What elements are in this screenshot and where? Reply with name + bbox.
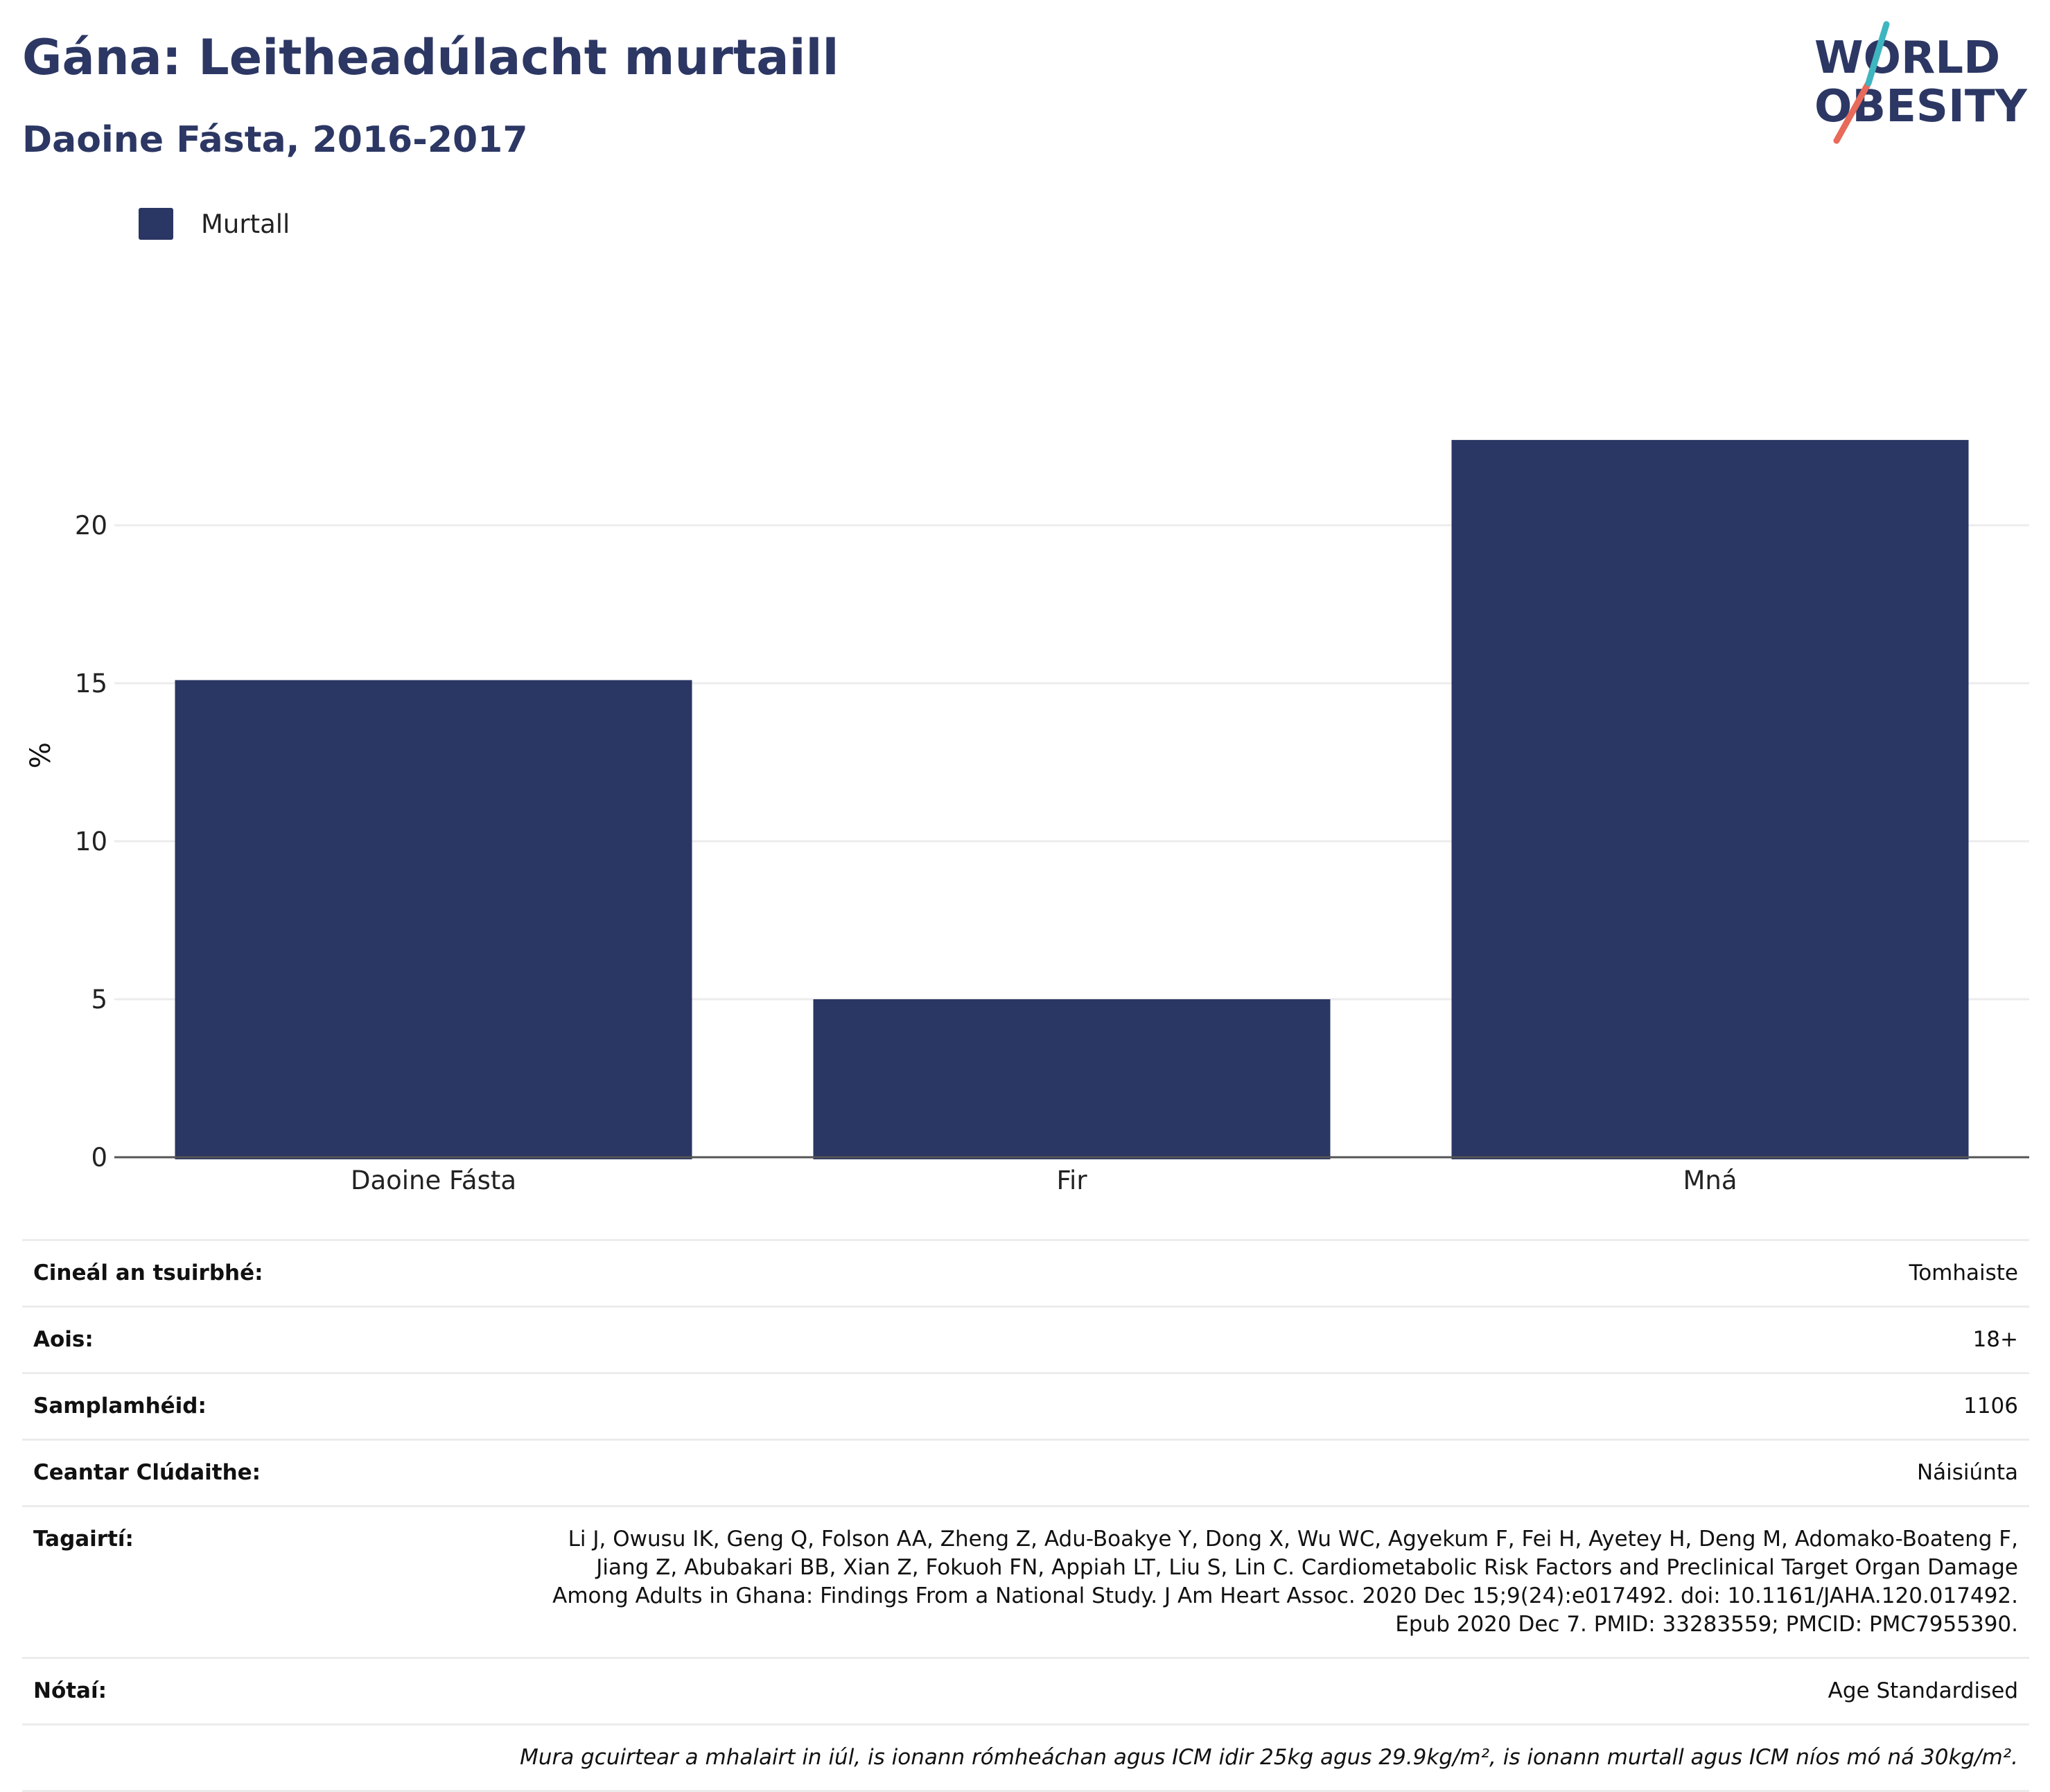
- survey-type-label: Cineál an tsuirbhé:: [33, 1260, 263, 1285]
- info-row-survey-type: Cineál an tsuirbhé: Tomhaiste: [22, 1239, 2029, 1306]
- sample-size-label: Samplamhéid:: [33, 1394, 207, 1418]
- y-tick-label-15: 15: [75, 669, 107, 699]
- info-row-area: Ceantar Clúdaithe: Náisiúnta: [22, 1439, 2029, 1505]
- x-tick-label-1: Fir: [1056, 1166, 1087, 1195]
- sample-size-value: 1106: [1963, 1394, 2018, 1418]
- logo-slash-red: [1833, 80, 1872, 144]
- y-tick-label-5: 5: [91, 985, 107, 1014]
- logo-line1: WORLD: [1814, 33, 2000, 84]
- info-row-footnote: Mura gcuirtear a mhalairt in iúl, is ion…: [22, 1723, 2029, 1792]
- x-tick-label-0: Daoine Fásta: [351, 1166, 516, 1195]
- references-value: Li J, Owusu IK, Geng Q, Folson AA, Zheng…: [552, 1527, 2018, 1637]
- legend[interactable]: Murtall: [139, 207, 290, 241]
- chart-subtitle: Daoine Fásta, 2016-2017: [22, 119, 528, 161]
- survey-type-value: Tomhaiste: [1909, 1260, 2018, 1285]
- bar-1: [813, 999, 1331, 1159]
- area-label: Ceantar Clúdaithe:: [33, 1460, 261, 1485]
- info-row-notes: Nótaí: Age Standardised: [22, 1657, 2029, 1723]
- notes-label: Nótaí:: [33, 1678, 107, 1703]
- info-row-sample-size: Samplamhéid: 1106: [22, 1372, 2029, 1439]
- y-axis-title: %: [25, 742, 57, 768]
- footnote: Mura gcuirtear a mhalairt in iúl, is ion…: [520, 1745, 2018, 1770]
- bar-0: [175, 680, 692, 1159]
- legend-swatch: [139, 208, 173, 240]
- legend-label: Murtall: [201, 209, 290, 239]
- x-tick-label-2: Mná: [1683, 1166, 1737, 1195]
- info-row-age: Aois: 18+: [22, 1306, 2029, 1372]
- survey-info-table: Cineál an tsuirbhé: Tomhaiste Aois: 18+ …: [22, 1239, 2029, 1792]
- age-value: 18+: [1972, 1327, 2018, 1352]
- bar-2: [1451, 439, 1969, 1159]
- y-tick-label-0: 0: [91, 1143, 107, 1172]
- y-tick-label-10: 10: [75, 827, 107, 857]
- bar-chart: 0 5 10 15 20 Daoine Fásta Fir Mná%: [25, 439, 2029, 1195]
- logo-slash-teal: [1865, 21, 1890, 87]
- info-row-references: Tagairtí: Li J, Owusu IK, Geng Q, Folson…: [22, 1505, 2029, 1657]
- logo-line2: OBESITY: [1814, 81, 2027, 132]
- age-label: Aois:: [33, 1327, 94, 1352]
- world-obesity-logo: WORLD OBESITY: [1814, 21, 2027, 144]
- references-label: Tagairtí:: [33, 1527, 134, 1552]
- area-value: Náisiúnta: [1916, 1460, 2018, 1485]
- chart-title: Gána: Leitheadúlacht murtaill: [22, 29, 839, 86]
- y-tick-label-20: 20: [75, 511, 107, 541]
- notes-value: Age Standardised: [1828, 1678, 2018, 1703]
